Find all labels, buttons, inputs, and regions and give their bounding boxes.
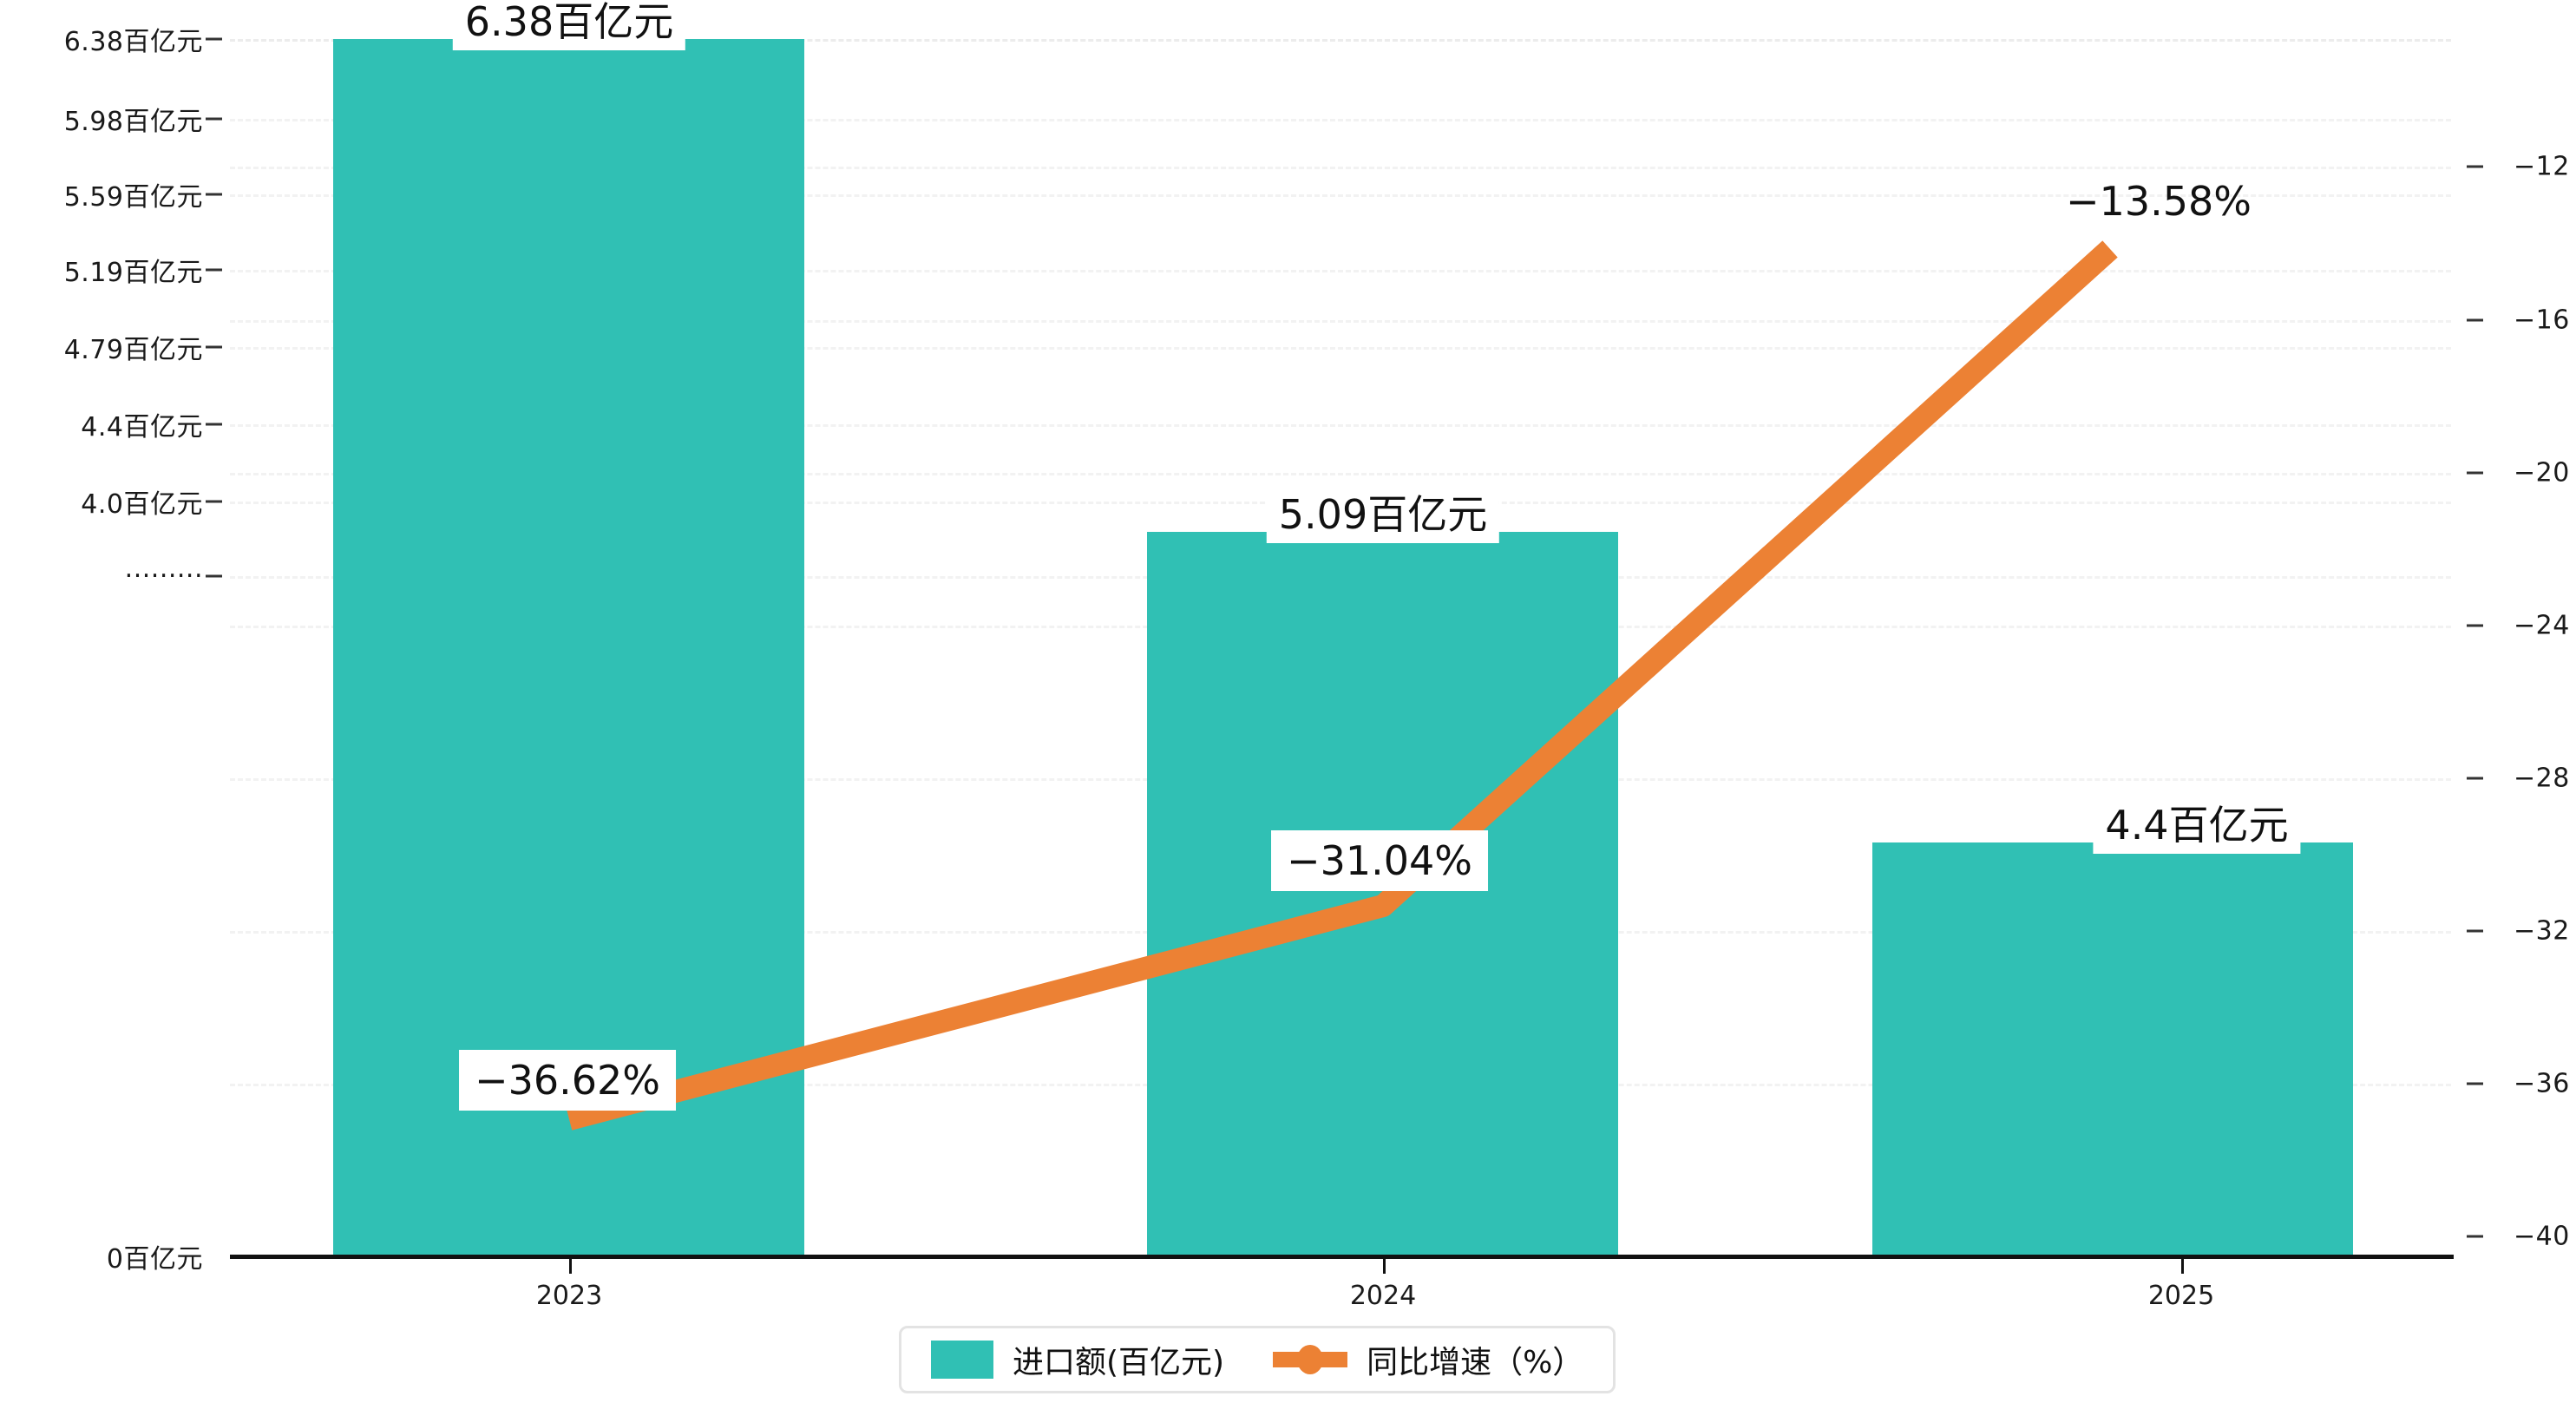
chart-legend: 进口额(百亿元) 同比增速（%） bbox=[899, 1326, 1616, 1393]
bar-label-2024: 5.09百亿元 bbox=[1266, 489, 1500, 543]
y-label-right-5: −32 bbox=[2514, 915, 2570, 947]
y-label-left-8: 0百亿元 bbox=[106, 1244, 203, 1275]
x-tick-2023 bbox=[569, 1259, 572, 1274]
y-label-right-2: −20 bbox=[2514, 457, 2570, 488]
bar-swatch-icon bbox=[931, 1341, 993, 1379]
gridline-5-98 bbox=[230, 119, 2451, 121]
y-tick-right-6 bbox=[2467, 1082, 2483, 1085]
y-tick-left-4 bbox=[206, 345, 222, 349]
y-tick-right-3 bbox=[2467, 624, 2483, 627]
legend-label-growth-rate: 同比增速（%） bbox=[1367, 1345, 1584, 1380]
y-tick-left-5 bbox=[206, 423, 222, 426]
bar-label-2023: 6.38百亿元 bbox=[452, 0, 686, 50]
legend-item-growth-rate[interactable]: 同比增速（%） bbox=[1273, 1337, 1583, 1382]
y-label-left-2: 5.59百亿元 bbox=[63, 182, 203, 213]
y-tick-left-0 bbox=[206, 37, 222, 41]
y-label-right-1: −16 bbox=[2514, 305, 2570, 336]
line-label-2024: −31.04% bbox=[1271, 830, 1488, 891]
y-label-right-4: −28 bbox=[2514, 763, 2570, 794]
x-tick-2025 bbox=[2181, 1259, 2184, 1274]
x-label-2024: 2024 bbox=[1349, 1281, 1417, 1311]
gridline-6-38 bbox=[230, 39, 2451, 42]
line-label-2023: −36.62% bbox=[459, 1050, 676, 1111]
y-label-right-6: −36 bbox=[2514, 1068, 2570, 1099]
y-tick-right-7 bbox=[2467, 1235, 2483, 1238]
x-label-2023: 2023 bbox=[535, 1281, 603, 1311]
y-label-right-7: −40 bbox=[2514, 1221, 2570, 1252]
x-label-2025: 2025 bbox=[2147, 1281, 2215, 1311]
legend-item-import-amount[interactable]: 进口额(百亿元) bbox=[931, 1337, 1224, 1382]
y-label-left-4: 4.79百亿元 bbox=[63, 335, 203, 365]
y-tick-right-0 bbox=[2467, 165, 2483, 168]
y-tick-left-3 bbox=[206, 268, 222, 272]
bar-2024[interactable] bbox=[1147, 532, 1618, 1256]
y-label-right-3: −24 bbox=[2514, 610, 2570, 641]
y-label-left-1: 5.98百亿元 bbox=[63, 107, 203, 137]
y-tick-left-2 bbox=[206, 193, 222, 196]
y-label-right-0: −12 bbox=[2514, 151, 2570, 182]
gridline-right-12 bbox=[230, 167, 2451, 169]
y-tick-right-4 bbox=[2467, 777, 2483, 780]
y-tick-left-1 bbox=[206, 117, 222, 121]
y-tick-right-2 bbox=[2467, 471, 2483, 475]
x-axis-line bbox=[230, 1255, 2454, 1259]
gridline-5-59 bbox=[230, 194, 2451, 197]
bar-2025[interactable] bbox=[1872, 842, 2353, 1256]
y-tick-right-1 bbox=[2467, 318, 2483, 322]
y-tick-left-6 bbox=[206, 500, 222, 503]
y-tick-left-7 bbox=[206, 574, 222, 578]
line-dot-swatch-icon bbox=[1273, 1341, 1348, 1379]
line-label-2025: −13.58% bbox=[2066, 178, 2252, 225]
y-label-left-5: 4.4百亿元 bbox=[81, 412, 203, 442]
x-tick-2024 bbox=[1383, 1259, 1386, 1274]
bar-label-2025: 4.4百亿元 bbox=[2093, 800, 2301, 854]
y-tick-right-5 bbox=[2467, 929, 2483, 933]
y-label-left-0: 6.38百亿元 bbox=[63, 27, 203, 57]
legend-label-import-amount: 进口额(百亿元) bbox=[1013, 1345, 1225, 1380]
y-label-left-7: ········· bbox=[124, 560, 203, 592]
y-label-left-3: 5.19百亿元 bbox=[63, 258, 203, 288]
y-label-left-6: 4.0百亿元 bbox=[81, 489, 203, 520]
